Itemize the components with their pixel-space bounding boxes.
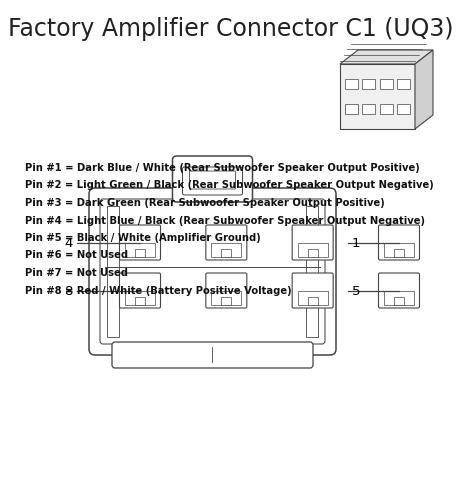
Text: 4: 4: [64, 237, 73, 249]
FancyBboxPatch shape: [172, 157, 252, 203]
Bar: [221, 249, 231, 257]
Bar: [305, 207, 317, 337]
Bar: [361, 80, 375, 90]
FancyBboxPatch shape: [378, 273, 419, 308]
Bar: [344, 105, 357, 115]
FancyBboxPatch shape: [112, 342, 312, 368]
Bar: [125, 291, 155, 305]
Bar: [307, 297, 317, 305]
Bar: [211, 291, 241, 305]
FancyBboxPatch shape: [291, 226, 332, 260]
FancyBboxPatch shape: [89, 189, 335, 355]
FancyBboxPatch shape: [205, 273, 246, 308]
Bar: [339, 65, 414, 130]
Bar: [393, 297, 403, 305]
Bar: [211, 243, 241, 257]
Bar: [383, 243, 413, 257]
FancyBboxPatch shape: [182, 167, 242, 196]
Text: Pin #1 = Dark Blue / White (Rear Subwoofer Speaker Output Positive): Pin #1 = Dark Blue / White (Rear Subwoof…: [25, 163, 419, 173]
FancyBboxPatch shape: [378, 226, 419, 260]
Bar: [221, 297, 231, 305]
FancyBboxPatch shape: [291, 273, 332, 308]
Bar: [397, 80, 409, 90]
FancyBboxPatch shape: [189, 172, 235, 190]
Bar: [107, 207, 119, 337]
Bar: [307, 249, 317, 257]
Bar: [361, 105, 375, 115]
Text: Pin #2 = Light Green / Black (Rear Subwoofer Speaker Output Negative): Pin #2 = Light Green / Black (Rear Subwo…: [25, 180, 433, 190]
Text: Pin #7 = Not Used: Pin #7 = Not Used: [25, 268, 128, 277]
Bar: [379, 105, 392, 115]
FancyBboxPatch shape: [119, 273, 160, 308]
Polygon shape: [339, 51, 432, 65]
Bar: [393, 249, 403, 257]
Polygon shape: [414, 51, 432, 130]
Text: Pin #6 = Not Used: Pin #6 = Not Used: [25, 250, 128, 260]
Bar: [383, 291, 413, 305]
Bar: [125, 243, 155, 257]
Bar: [297, 243, 327, 257]
Bar: [397, 105, 409, 115]
Text: 1: 1: [351, 237, 360, 249]
Text: Pin #4 = Light Blue / Black (Rear Subwoofer Speaker Output Negative): Pin #4 = Light Blue / Black (Rear Subwoo…: [25, 215, 424, 225]
Text: Pin #8 = Red / White (Battery Positive Voltage): Pin #8 = Red / White (Battery Positive V…: [25, 285, 291, 295]
Text: 5: 5: [351, 285, 360, 297]
Text: Pin #3 = Dark Green (Rear Subwoofer Speaker Output Positive): Pin #3 = Dark Green (Rear Subwoofer Spea…: [25, 197, 384, 208]
Bar: [134, 249, 145, 257]
Bar: [344, 80, 357, 90]
FancyBboxPatch shape: [100, 199, 325, 344]
Text: 8: 8: [64, 285, 73, 297]
Bar: [297, 291, 327, 305]
Bar: [379, 80, 392, 90]
Bar: [134, 297, 145, 305]
Text: Factory Amplifier Connector C1 (UQ3): Factory Amplifier Connector C1 (UQ3): [8, 17, 453, 41]
FancyBboxPatch shape: [119, 226, 160, 260]
FancyBboxPatch shape: [205, 226, 246, 260]
Text: Pin #5 = Black / White (Amplifier Ground): Pin #5 = Black / White (Amplifier Ground…: [25, 232, 260, 242]
